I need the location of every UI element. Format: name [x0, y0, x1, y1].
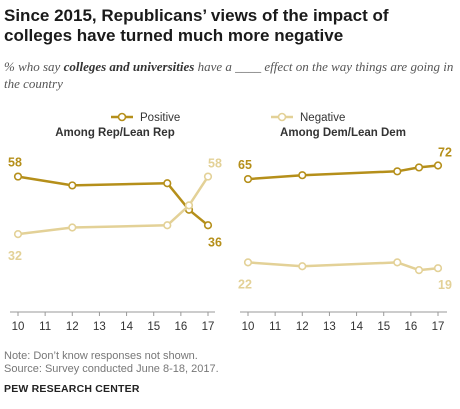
data-point-rep-negative: [68, 223, 77, 232]
x-tick-label-rep-11: 11: [39, 321, 51, 333]
data-point-dem-positive: [393, 167, 402, 176]
data-point-dem-negative: [243, 258, 253, 267]
pew-logo-text: PEW RESEARCH CENTER: [4, 383, 140, 395]
end-label-dem-negative: 19: [438, 278, 452, 292]
x-tick-label-rep-13: 13: [93, 321, 106, 333]
end-label-dem-positive: 72: [438, 146, 452, 160]
subtitle-pre: % who say: [4, 59, 64, 74]
x-tick-label-dem-11: 11: [269, 321, 281, 333]
series-line-dem-negative: [247, 261, 439, 272]
series-line-dem-positive: [247, 164, 439, 181]
x-tick-label-rep-10: 10: [12, 321, 25, 333]
start-label-rep-positive: 58: [8, 156, 22, 170]
subtitle-post: have a ____ effect on the way things are…: [4, 59, 454, 91]
legend-positive-label: Positive: [140, 112, 180, 124]
end-label-rep-negative: 58: [208, 157, 222, 171]
data-point-dem-positive: [414, 163, 424, 172]
start-label-rep-negative: 32: [8, 249, 22, 263]
x-tick-label-rep-16: 16: [174, 321, 187, 333]
x-tick-label-rep-17: 17: [202, 321, 215, 333]
data-point-dem-negative: [433, 264, 443, 273]
x-tick-label-rep-14: 14: [120, 321, 133, 333]
x-tick-label-dem-17: 17: [432, 321, 445, 333]
data-point-rep-negative: [184, 201, 194, 210]
data-point-rep-negative: [163, 221, 172, 230]
end-label-rep-positive: 36: [208, 235, 222, 249]
panel-title-rep: Among Rep/Lean Rep: [55, 127, 174, 139]
chart-subtitle: % who say colleges and universities have…: [4, 58, 456, 92]
data-point-dem-positive: [433, 161, 443, 170]
chart-title: Since 2015, Republicans’ views of the im…: [4, 6, 389, 45]
legend-positive-marker: [117, 112, 127, 122]
line-charts: Positive Negative Among Rep/Lean Rep 10 11…: [8, 112, 452, 333]
start-label-dem-positive: 65: [238, 158, 252, 172]
x-tick-label-dem-12: 12: [296, 321, 309, 333]
x-tick-label-rep-12: 12: [66, 321, 79, 333]
footnote: Note: Don’t know responses not shown.: [4, 350, 198, 362]
panel-title-dem: Among Dem/Lean Dem: [280, 127, 406, 139]
legend-negative-label: Negative: [300, 112, 345, 124]
x-tick-label-dem-14: 14: [350, 321, 363, 333]
data-point-dem-positive: [298, 171, 307, 180]
subtitle-emphasis: colleges and universities: [63, 59, 195, 74]
x-tick-label-dem-16: 16: [404, 321, 417, 333]
data-point-rep-positive: [203, 221, 213, 230]
data-point-rep-positive: [163, 179, 172, 188]
source-note: Source: Survey conducted June 8-18, 2017…: [4, 363, 219, 375]
data-point-dem-positive: [243, 174, 253, 184]
x-tick-label-dem-15: 15: [377, 321, 390, 333]
start-label-dem-negative: 22: [238, 277, 252, 291]
data-point-dem-negative: [414, 266, 424, 275]
data-point-rep-positive: [13, 172, 23, 181]
data-point-rep-negative: [13, 230, 23, 239]
data-point-dem-negative: [298, 262, 307, 271]
data-point-dem-negative: [393, 258, 402, 267]
x-tick-label-dem-13: 13: [323, 321, 336, 333]
legend: Positive Negative: [111, 112, 345, 124]
series-line-rep-positive: [17, 175, 209, 227]
x-tick-label-rep-15: 15: [147, 321, 160, 333]
data-point-rep-positive: [68, 181, 77, 190]
data-point-rep-negative: [203, 172, 213, 181]
legend-negative-marker: [277, 112, 287, 122]
x-tick-label-dem-10: 10: [242, 321, 255, 333]
